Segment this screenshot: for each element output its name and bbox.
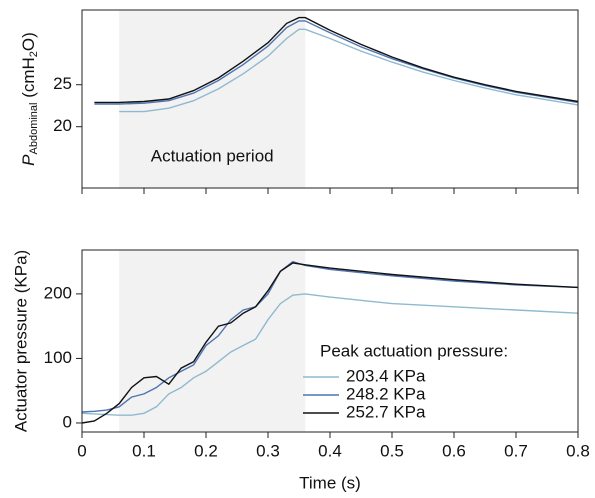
x-tick-label: 0.2 bbox=[194, 441, 218, 460]
x-tick-label: 0.8 bbox=[566, 441, 590, 460]
x-tick-label: 0.6 bbox=[442, 441, 466, 460]
annotation: Actuation period bbox=[151, 146, 274, 165]
legend-label: 248.2 KPa bbox=[346, 384, 426, 403]
legend-label: 252.7 KPa bbox=[346, 402, 426, 421]
series-line bbox=[94, 16, 579, 104]
legend-label: 203.4 KPa bbox=[346, 366, 426, 385]
x-tick-label: 0.7 bbox=[504, 441, 528, 460]
legend-title: Peak actuation pressure: bbox=[320, 341, 508, 360]
x-tick-label: 0.4 bbox=[318, 441, 342, 460]
plot-frame bbox=[81, 249, 579, 433]
y-axis-label-part: P bbox=[19, 154, 38, 166]
y-tick-label: 20 bbox=[53, 116, 72, 135]
y-tick-label: 100 bbox=[44, 348, 72, 367]
series-line bbox=[81, 293, 579, 416]
series-line bbox=[94, 20, 579, 105]
plot-frame bbox=[81, 9, 579, 189]
y-tick-label: 200 bbox=[44, 283, 72, 302]
y-tick-label: 0 bbox=[63, 412, 72, 431]
series-line bbox=[81, 260, 579, 413]
y-axis-label-part: 2 bbox=[28, 51, 40, 57]
x-tick-label: 0.1 bbox=[132, 441, 156, 460]
series-line bbox=[81, 262, 579, 424]
y-axis-label: Actuator pressure (KPa) bbox=[11, 250, 30, 432]
y-tick-label: 25 bbox=[53, 74, 72, 93]
y-axis-label-part: (cmH bbox=[19, 57, 38, 102]
x-tick-label: 0.5 bbox=[380, 441, 404, 460]
y-axis-label-part: Abdominal bbox=[28, 103, 40, 155]
x-tick-label: 0 bbox=[77, 441, 86, 460]
x-axis-label: Time (s) bbox=[299, 473, 361, 492]
y-axis-label-part: O) bbox=[19, 32, 38, 51]
series-line bbox=[119, 28, 579, 113]
y-axis-label: PAbdominal (cmH2O) bbox=[19, 32, 39, 166]
x-tick-label: 0.3 bbox=[256, 441, 280, 460]
